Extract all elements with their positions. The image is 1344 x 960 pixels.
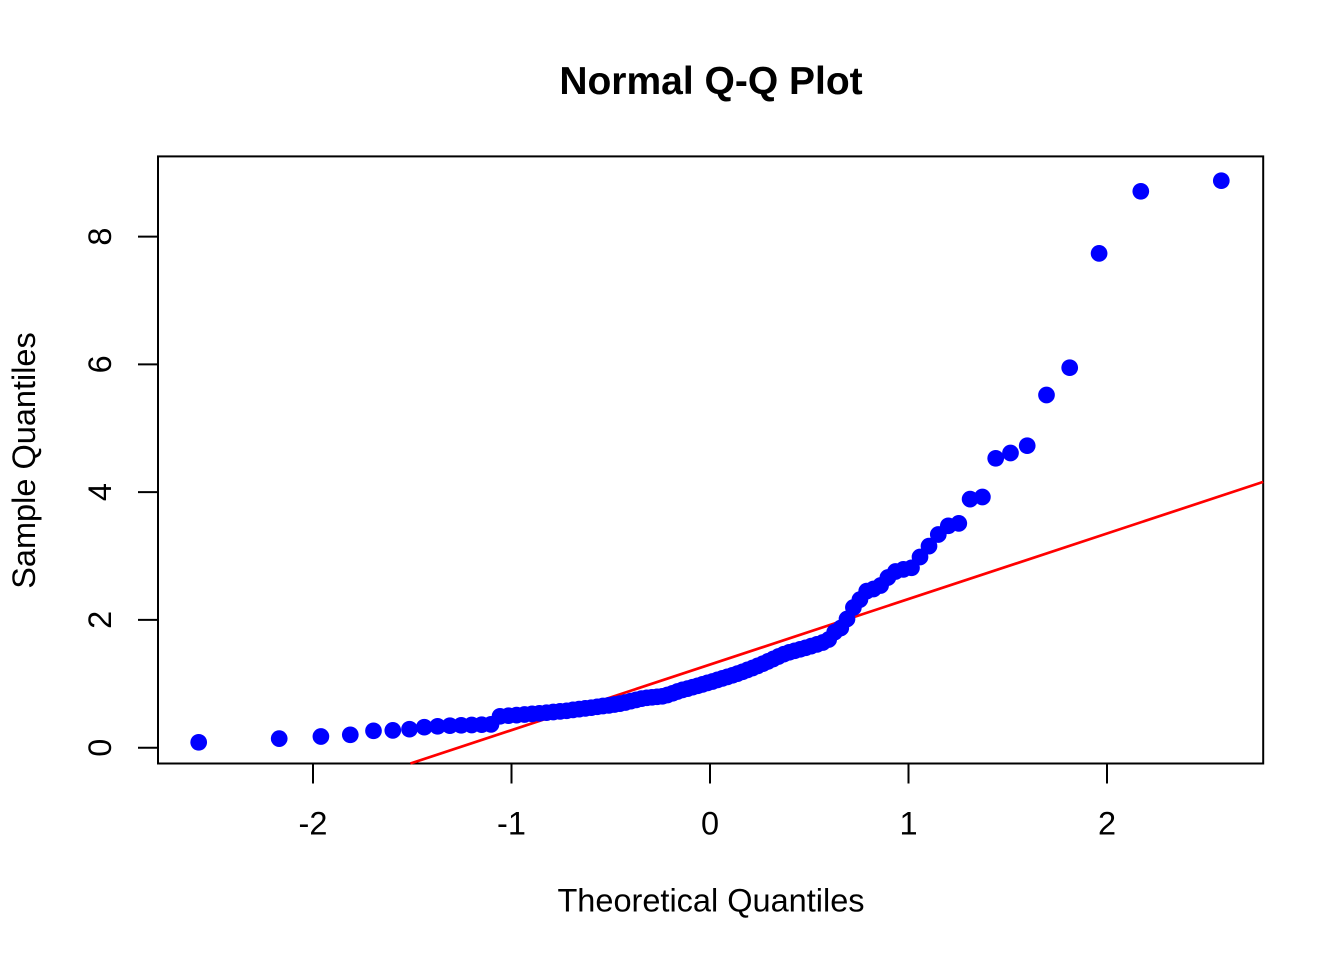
svg-text:1: 1 — [899, 806, 917, 842]
svg-text:-2: -2 — [299, 806, 328, 842]
svg-text:8: 8 — [82, 228, 118, 246]
svg-text:0: 0 — [82, 739, 118, 757]
svg-text:Sample Quantiles: Sample Quantiles — [6, 332, 42, 589]
svg-text:0: 0 — [701, 806, 719, 842]
svg-text:-1: -1 — [497, 806, 526, 842]
svg-text:Theoretical Quantiles: Theoretical Quantiles — [557, 883, 864, 919]
svg-text:2: 2 — [82, 611, 118, 629]
svg-text:2: 2 — [1098, 806, 1116, 842]
svg-text:4: 4 — [82, 483, 118, 501]
svg-text:Normal Q-Q Plot: Normal Q-Q Plot — [559, 60, 862, 103]
svg-text:6: 6 — [82, 355, 118, 373]
